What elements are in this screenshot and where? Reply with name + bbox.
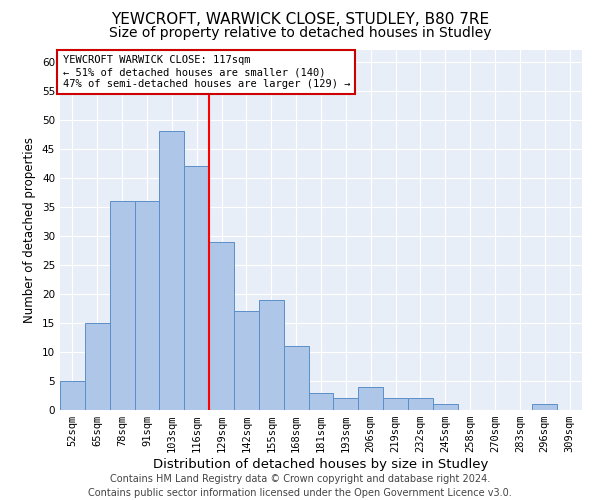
- Bar: [234, 312, 259, 410]
- Bar: [433, 404, 458, 410]
- Text: YEWCROFT, WARWICK CLOSE, STUDLEY, B80 7RE: YEWCROFT, WARWICK CLOSE, STUDLEY, B80 7R…: [111, 12, 489, 28]
- Bar: [284, 346, 308, 410]
- Text: YEWCROFT WARWICK CLOSE: 117sqm
← 51% of detached houses are smaller (140)
47% of: YEWCROFT WARWICK CLOSE: 117sqm ← 51% of …: [62, 56, 350, 88]
- Bar: [308, 392, 334, 410]
- Text: Contains HM Land Registry data © Crown copyright and database right 2024.
Contai: Contains HM Land Registry data © Crown c…: [88, 474, 512, 498]
- Bar: [85, 323, 110, 410]
- Bar: [408, 398, 433, 410]
- Bar: [134, 201, 160, 410]
- Bar: [334, 398, 358, 410]
- Bar: [110, 201, 134, 410]
- X-axis label: Distribution of detached houses by size in Studley: Distribution of detached houses by size …: [154, 458, 488, 471]
- Bar: [184, 166, 209, 410]
- Text: Size of property relative to detached houses in Studley: Size of property relative to detached ho…: [109, 26, 491, 40]
- Bar: [160, 132, 184, 410]
- Y-axis label: Number of detached properties: Number of detached properties: [23, 137, 37, 323]
- Bar: [383, 398, 408, 410]
- Bar: [358, 387, 383, 410]
- Bar: [60, 381, 85, 410]
- Bar: [532, 404, 557, 410]
- Bar: [209, 242, 234, 410]
- Bar: [259, 300, 284, 410]
